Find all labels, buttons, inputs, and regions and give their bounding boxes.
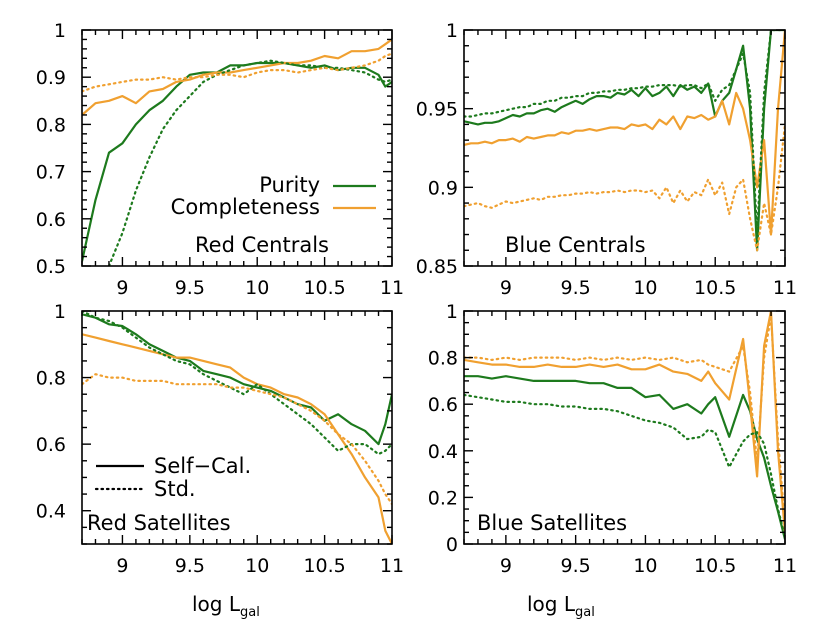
plot-area-red-satellites [82,311,392,544]
series-line-blue-satellites-selfcal-orange [464,311,785,533]
y-tick-label: 0.95 [416,99,458,121]
y-tick-label: 1 [54,20,66,42]
y-tick-label: 1 [54,301,66,323]
series-line-red-centrals-selfcal-green [82,61,392,262]
series-line-red-centrals-std-orange [82,52,392,93]
plot-area-blue-centrals [464,30,785,252]
panel-red-satellites: 9 9.5 10 10.5 11 0.4 0.6 0.8 1 Red Satellites [36,301,404,577]
x-tick-label: 9.5 [561,277,591,299]
series-line-red-satellites-selfcal-orange [82,333,392,544]
legend-completeness-label: Completeness [171,195,320,219]
legend-purity-label: Purity [259,173,320,197]
x-tick-label: 10 [245,277,269,299]
y-tick-label: 0.9 [428,177,458,199]
y-tick-label: 0.6 [428,394,458,416]
axes-frame-red-centrals [81,29,393,267]
y-tick-label: 0.6 [36,434,66,456]
series-line-red-centrals-selfcal-orange [82,38,392,116]
x-axis-label-right: log Lgal [527,592,595,620]
y-tick-label: 0.85 [416,256,458,278]
x-tick-label: 11 [380,555,404,577]
series-line-red-satellites-selfcal-green [82,313,392,446]
plot-area-red-centrals [82,38,392,266]
x-tick-label: 11 [773,277,797,299]
panel-blue-satellites: 9 9.5 10 10.5 11 0 0.2 0.4 0.6 0.8 1 Blue Satellite… [428,301,797,577]
legend-purity-completeness: Purity Completeness [171,173,376,219]
panel-title-red-satellites: Red Satellites [87,511,231,535]
x-tick-label: 9 [500,277,512,299]
y-tick-label: 0.2 [428,487,458,509]
series-line-red-centrals-std-green [107,59,392,266]
series-line-red-satellites-std-green [82,311,392,456]
x-tick-label: 10 [245,555,269,577]
x-tick-label: 9 [500,555,512,577]
x-tick-label: 11 [380,277,404,299]
plot-area-blue-satellites [464,311,785,540]
y-tick-label: 1 [446,20,458,42]
x-tick-label: 10.5 [694,277,736,299]
panel-blue-centrals: 9 9.5 10 10.5 11 0.85 0.9 0.95 1 Blue Centrals [416,20,797,299]
x-tick-label: 10.5 [694,555,736,577]
series-line-blue-centrals-std-green [464,30,785,236]
y-tick-label: 0.7 [36,162,66,184]
x-tick-label: 9.5 [175,555,205,577]
y-tick-label: 1 [446,301,458,323]
legend-selfcal-label: Self−Cal. [154,454,251,478]
legend-std-label: Std. [154,477,196,501]
series-line-blue-centrals-selfcal-orange [464,30,785,236]
axes-frame-blue-satellites [463,310,786,545]
x-tick-label: 10.5 [303,555,345,577]
y-tick-label: 0.8 [36,114,66,136]
y-tick-label: 0.8 [428,348,458,370]
panel-title-blue-satellites: Blue Satellites [477,511,627,535]
panel-title-blue-centrals: Blue Centrals [505,233,646,257]
series-line-blue-satellites-std-orange [464,314,785,527]
x-tick-label: 9.5 [561,555,591,577]
series-line-blue-centrals-selfcal-green [464,30,785,252]
series-line-blue-satellites-std-green [464,393,785,539]
y-tick-label: 0.5 [36,256,66,278]
y-tick-label: 0.8 [36,368,66,390]
legend-selfcal-std: Self−Cal. Std. [94,454,251,501]
x-axis-label-left: log Lgal [192,592,260,620]
axes-frame-blue-centrals [463,29,786,267]
y-tick-label: 0.9 [36,67,66,89]
series-line-blue-centrals-std-orange [464,123,785,252]
y-tick-label: 0.4 [428,441,458,463]
x-tick-label: 9 [116,277,128,299]
x-tick-label: 10.5 [303,277,345,299]
panel-title-red-centrals: Red Centrals [195,233,329,257]
x-tick-label: 10 [633,555,657,577]
panel-red-centrals: 9 9.5 10 10.5 11 0.5 0.6 0.7 0.8 0.9 1 Red Centrals [36,20,404,299]
x-tick-label: 10 [633,277,657,299]
x-tick-label: 9 [116,555,128,577]
y-tick-label: 0 [446,534,458,556]
y-tick-label: 0.6 [36,209,66,231]
y-tick-label: 0.4 [36,501,66,523]
x-axis-label-sub-left: gal [240,605,260,620]
x-axis-label-sub-right: gal [575,605,595,620]
x-tick-label: 11 [773,555,797,577]
series-line-red-satellites-std-orange [82,373,392,506]
x-tick-label: 9.5 [175,277,205,299]
